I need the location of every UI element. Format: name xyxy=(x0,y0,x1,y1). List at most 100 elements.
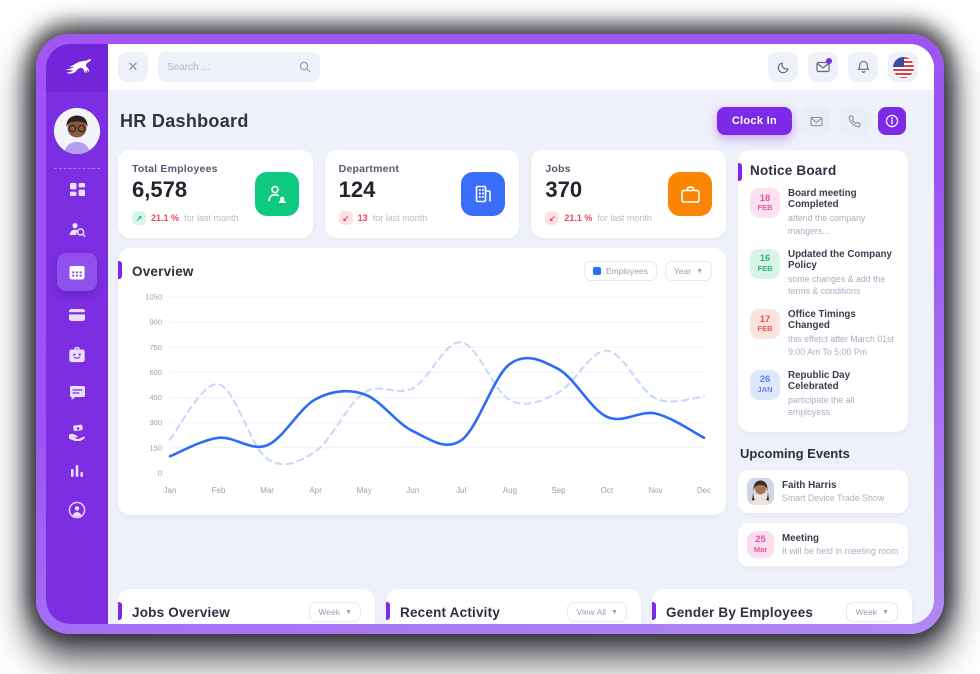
trend-down-icon: ↙ xyxy=(545,211,560,225)
svg-text:Jun: Jun xyxy=(406,486,419,495)
notifications-button[interactable] xyxy=(848,52,878,82)
notice-item[interactable]: 26 JAN Republic Day Celebrated participat… xyxy=(750,369,896,420)
jobs-bag-icon xyxy=(69,346,85,362)
chat-icon xyxy=(69,386,85,400)
grid-dashboard-icon xyxy=(69,182,85,196)
line-chart-svg: 0 150 300 450 600 750 900 1050 Jan Feb Mar Apr May Ju… xyxy=(145,293,712,496)
svg-text:Apr: Apr xyxy=(309,486,322,495)
mail-button[interactable] xyxy=(802,107,830,135)
us-flag-icon xyxy=(892,56,914,78)
notice-item[interactable]: 17 FEB Office Timings Changed this effetc… xyxy=(750,309,896,359)
employee-search-icon xyxy=(69,222,86,237)
svg-text:Sep: Sep xyxy=(551,486,566,495)
sidebar-item-calendar[interactable] xyxy=(57,253,97,291)
notice-item[interactable]: 18 FEB Board meeting Completed attend the… xyxy=(750,188,896,238)
notice-desc: attend the company mangers... xyxy=(788,213,866,236)
chart-gridlines: 0 150 300 450 600 750 900 1050 xyxy=(145,293,704,478)
mail-icon xyxy=(816,61,830,73)
stat-value: 6,578 xyxy=(132,177,188,202)
user-avatar[interactable] xyxy=(54,108,100,154)
stat-card-jobs: Jobs 370 ↙ 21.1 % for last month xyxy=(531,150,727,238)
svg-text:750: 750 xyxy=(149,343,162,352)
phone-button[interactable] xyxy=(840,107,868,135)
chart-x-labels: Jan Feb Mar Apr May Jun Jul Aug Sep Oct Nov Dec xyxy=(164,486,712,495)
sidebar-item-messages[interactable] xyxy=(60,378,94,408)
stats-row: Total Employees 6,578 ↗ 21.1 % for last … xyxy=(118,150,727,238)
office-building-icon xyxy=(461,172,506,216)
pegasus-logo-icon xyxy=(66,59,91,74)
topbar: ✕ xyxy=(108,44,934,90)
overview-line-chart: 0 150 300 450 600 750 900 1050 Jan Feb Mar Apr May Ju… xyxy=(132,287,712,510)
language-button[interactable] xyxy=(888,52,918,82)
notice-list: 18 FEB Board meeting Completed attend the… xyxy=(750,188,896,419)
stat-card-department: Department 124 ↙ 13 for last month xyxy=(324,150,520,238)
stat-delta: 21.1 % xyxy=(564,213,593,223)
accent-bar xyxy=(386,602,390,620)
event-item[interactable]: Faith Harris Smart Device Trade Show xyxy=(738,470,908,513)
notice-board-panel: Notice Board 18 FEB Board meeting Complet… xyxy=(738,150,908,432)
sidebar-item-reports[interactable] xyxy=(60,456,94,486)
dark-mode-button[interactable] xyxy=(768,52,798,82)
gender-title: Gender By Employees xyxy=(666,604,814,620)
sidebar-item-employee-search[interactable] xyxy=(60,214,94,244)
mail-icon xyxy=(809,116,823,126)
clock-in-button[interactable]: Clock In xyxy=(716,107,792,135)
svg-text:1050: 1050 xyxy=(145,293,162,302)
bar-chart-icon xyxy=(71,465,83,477)
event-title: Faith Harris xyxy=(782,480,837,491)
messages-button[interactable] xyxy=(808,52,838,82)
jobs-overview-title: Jobs Overview xyxy=(132,604,230,620)
info-icon xyxy=(885,114,899,128)
overview-title: Overview xyxy=(132,263,194,279)
stat-label: Jobs xyxy=(545,163,571,175)
app-logo[interactable] xyxy=(46,44,108,92)
overview-period-dropdown[interactable]: Year ▼ xyxy=(664,261,712,281)
overview-panel: Overview Employees Year ▼ 0 150 300 450 600 75… xyxy=(118,248,726,515)
sidebar-nav xyxy=(46,175,108,525)
jobs-period-dropdown[interactable]: Week ▼ xyxy=(309,602,361,622)
content: HR Dashboard Clock In xyxy=(108,90,934,624)
legend-employees[interactable]: Employees xyxy=(583,261,657,281)
stat-label: Department xyxy=(338,163,400,175)
sidebar-item-payroll[interactable] xyxy=(60,417,94,447)
svg-text:600: 600 xyxy=(149,368,162,377)
date-badge: 16 FEB xyxy=(750,248,780,279)
phone-icon xyxy=(848,115,860,127)
notice-title: Board meeting Completed xyxy=(788,188,857,210)
search-field[interactable] xyxy=(158,52,320,82)
avatar-illustration xyxy=(54,108,100,154)
event-item[interactable]: 25 Mar Meeting It will be held in meeting… xyxy=(738,523,908,566)
svg-text:Feb: Feb xyxy=(212,486,226,495)
event-avatar xyxy=(747,478,774,505)
gender-period-dropdown[interactable]: Week ▼ xyxy=(846,602,898,622)
notice-board-title: Notice Board xyxy=(750,163,837,178)
svg-text:900: 900 xyxy=(149,318,162,327)
bell-icon xyxy=(857,60,869,73)
trend-up-icon: ↗ xyxy=(132,211,146,225)
view-all-dropdown[interactable]: View All ▼ xyxy=(567,602,627,622)
sidebar-item-dashboard[interactable] xyxy=(60,175,94,205)
user-add-icon xyxy=(254,172,299,216)
stat-delta: 13 xyxy=(357,213,368,223)
notice-item[interactable]: 16 FEB Updated the Company Policy some ch… xyxy=(750,248,896,299)
main-area: ✕ xyxy=(108,44,934,624)
payroll-hand-icon xyxy=(69,424,85,441)
recent-activity-panel: Recent Activity View All▼ Leave Approval… xyxy=(386,589,641,624)
notice-title: Updated the Company Policy xyxy=(788,248,892,271)
sidebar-item-account[interactable] xyxy=(60,495,94,525)
stat-note: for last month xyxy=(184,213,239,223)
sidebar-item-payments[interactable] xyxy=(60,300,94,330)
accent-bar xyxy=(118,602,122,620)
search-icon xyxy=(299,61,311,73)
screen: ✕ xyxy=(46,44,934,624)
search-input[interactable] xyxy=(167,61,299,73)
event-desc: It will be held in meeting room xyxy=(782,546,899,556)
stat-note: for last month xyxy=(597,213,652,223)
info-button[interactable] xyxy=(878,107,906,135)
sidebar-item-jobs[interactable] xyxy=(60,339,94,369)
close-search-button[interactable]: ✕ xyxy=(118,52,148,82)
account-icon xyxy=(68,501,86,519)
briefcase-icon xyxy=(668,172,713,216)
series-previous xyxy=(169,341,705,466)
recent-activity-title: Recent Activity xyxy=(400,604,501,620)
